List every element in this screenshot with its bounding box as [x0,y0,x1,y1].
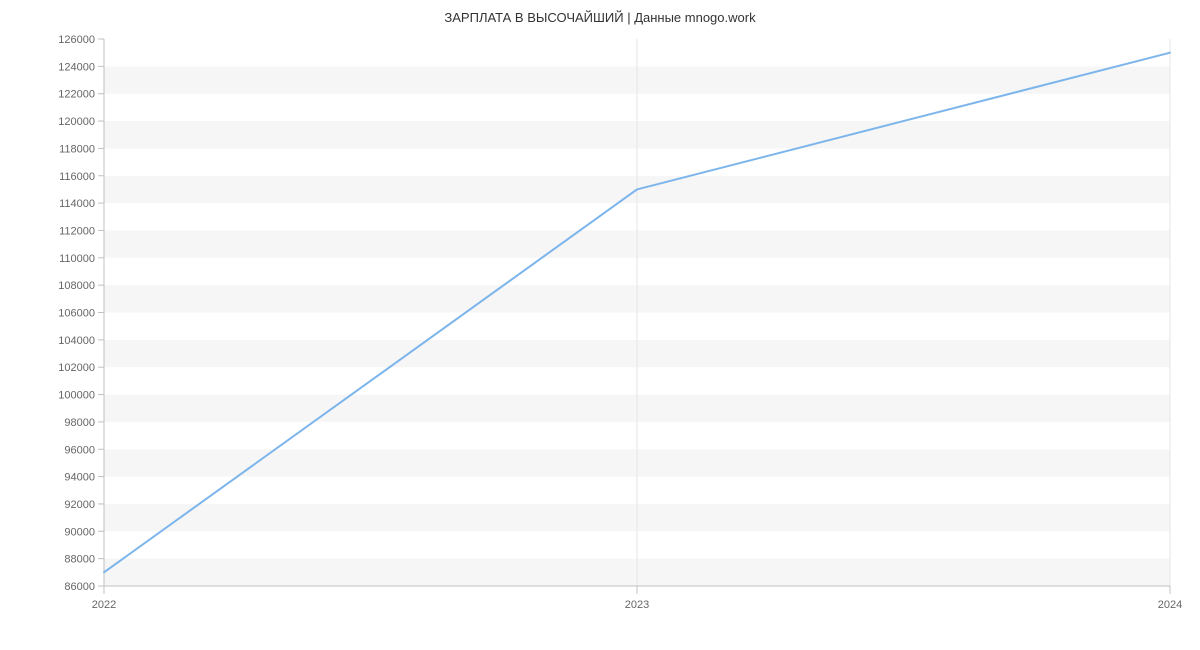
y-tick-label: 114000 [59,198,95,210]
y-tick-label: 104000 [58,335,95,347]
y-tick-label: 88000 [64,554,95,566]
y-tick-label: 100000 [58,390,95,402]
y-tick-label: 96000 [64,444,95,456]
y-tick-label: 126000 [58,34,95,46]
chart-title: ЗАРПЛАТА В ВЫСОЧАЙШИЙ | Данные mnogo.wor… [0,0,1200,25]
y-tick-label: 98000 [64,417,95,429]
y-tick-label: 122000 [58,89,95,101]
y-tick-label: 112000 [59,225,95,237]
y-tick-label: 106000 [58,308,95,320]
x-tick-label: 2022 [92,599,116,611]
y-tick-label: 86000 [64,581,95,593]
y-tick-label: 94000 [64,472,95,484]
y-tick-label: 92000 [64,499,95,511]
salary-line-chart: 86000 88000 90000 92000 94000 96000 98000 10000… [0,25,1200,641]
y-tick-label: 120000 [58,116,95,128]
x-tick-label: 2023 [625,599,649,611]
x-tick-label: 2024 [1158,599,1182,611]
y-tick-label: 102000 [58,362,95,374]
y-tick-label: 118000 [59,143,95,155]
y-tick-label: 124000 [58,61,95,73]
y-tick-label: 108000 [58,280,95,292]
y-tick-label: 90000 [64,526,95,538]
y-tick-label: 116000 [59,171,95,183]
y-tick-label: 110000 [59,253,95,265]
